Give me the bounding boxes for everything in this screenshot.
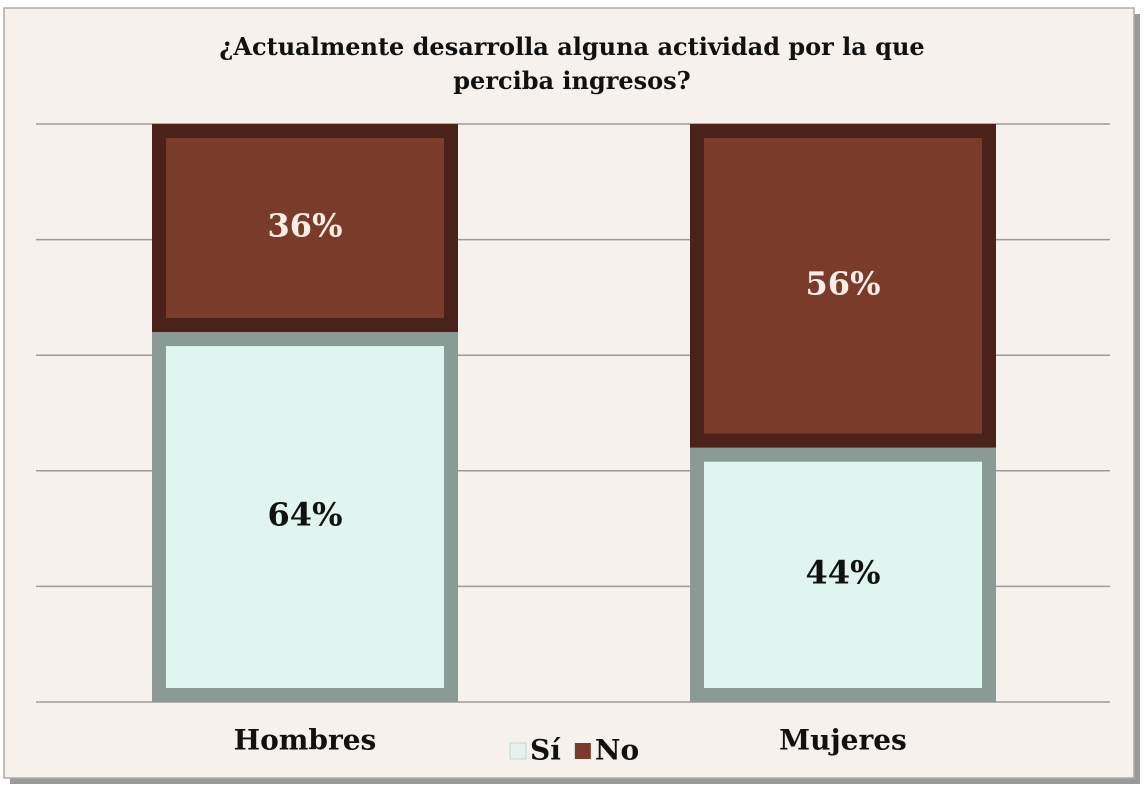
x-tick-label: Mujeres [779,724,907,757]
bar-face [166,346,444,688]
data-label: 64% [268,496,343,534]
legend-swatch [574,743,591,759]
legend-label: No [595,734,639,767]
legend-label: Sí [530,734,561,767]
x-tick-label: Hombres [234,724,377,757]
chart-title: ¿Actualmente desarrolla alguna actividad… [219,32,925,95]
data-label: 56% [806,264,881,302]
legend-swatch [509,742,527,760]
bar-face [704,138,982,434]
bar-face [704,461,982,688]
data-label: 44% [806,553,881,591]
bar-face [166,138,444,319]
data-label: 36% [268,207,343,245]
